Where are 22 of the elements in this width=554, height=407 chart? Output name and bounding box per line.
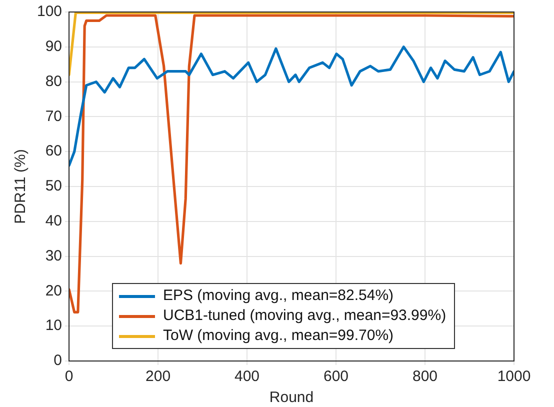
- y-tick-label: 80: [45, 72, 62, 90]
- y-tick-label: 100: [36, 3, 62, 20]
- legend-label: ToW (moving avg., mean=99.70%): [163, 326, 394, 346]
- y-tick-label: 90: [45, 38, 62, 56]
- y-tick-label: 10: [45, 317, 62, 334]
- y-tick-label: 70: [45, 108, 62, 125]
- x-tick-label: 400: [234, 368, 260, 386]
- y-tick-label: 60: [45, 142, 62, 160]
- x-tick-label: 1000: [497, 368, 531, 386]
- legend-label: EPS (moving avg., mean=82.54%): [163, 286, 394, 306]
- x-tick-label: 0: [64, 368, 74, 386]
- y-tick-label: 20: [45, 282, 62, 300]
- y-tick-label: 0: [54, 352, 62, 370]
- y-tick-label: 40: [45, 212, 62, 230]
- y-tick-label: 50: [45, 178, 62, 195]
- legend-label: UCB1-tuned (moving avg., mean=93.99%): [163, 306, 446, 326]
- y-axis-title: PDR11 (%): [12, 149, 30, 224]
- x-tick-label: 200: [146, 368, 171, 386]
- y-tick-label: 30: [45, 247, 62, 264]
- x-axis-title: Round: [269, 389, 314, 406]
- x-tick-label: 800: [412, 368, 438, 386]
- x-tick-label: 600: [323, 368, 349, 386]
